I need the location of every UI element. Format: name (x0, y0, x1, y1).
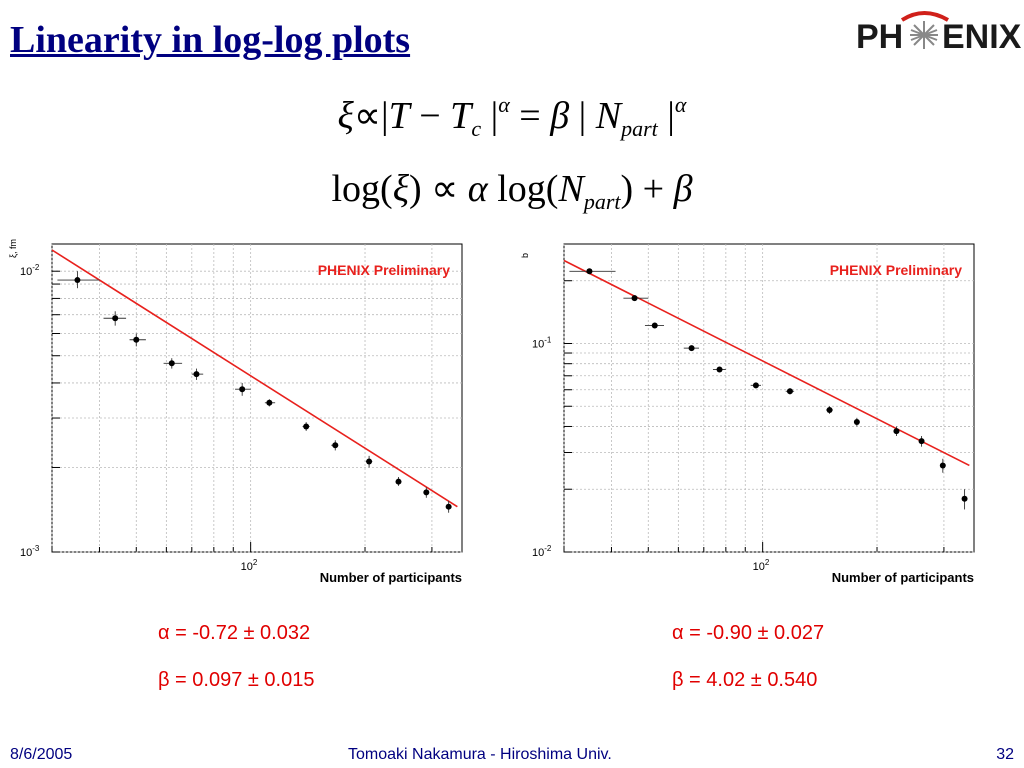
data-marker (266, 399, 273, 406)
x-tick-label: 102 (753, 558, 770, 573)
data-point (395, 476, 402, 486)
data-marker (239, 386, 246, 393)
slide-title: Linearity in log-log plots (10, 19, 411, 61)
data-marker (716, 366, 723, 373)
data-point (331, 440, 339, 451)
data-point (423, 487, 430, 498)
footer-page-number: 32 (996, 746, 1014, 763)
data-marker (853, 419, 860, 426)
data-marker (961, 495, 968, 502)
data-point (623, 295, 649, 302)
y-tick-label: 10-3 (20, 544, 40, 559)
footer-author: Tomoaki Nakamura - Hiroshima Univ. (348, 746, 612, 763)
data-point (893, 426, 900, 437)
fit-line (563, 259, 970, 467)
data-marker (688, 345, 695, 352)
fit-line (51, 249, 458, 508)
data-marker (752, 382, 759, 389)
data-point (785, 388, 795, 395)
data-marker (423, 489, 430, 496)
data-marker (303, 423, 310, 430)
x-tick-label: 102 (241, 558, 258, 573)
data-marker (631, 295, 638, 302)
logo-arc-icon (900, 11, 950, 22)
data-marker (395, 478, 402, 485)
data-marker (651, 322, 658, 329)
data-point (129, 333, 146, 347)
data-marker (366, 458, 373, 465)
plot-frame (51, 243, 463, 553)
data-point (365, 455, 373, 468)
data-point (853, 417, 860, 427)
data-point (750, 382, 761, 389)
data-marker (74, 277, 81, 284)
fit-beta-right: β = 4.02 ± 0.540 (672, 669, 818, 691)
fit-alpha-right: α = -0.90 ± 0.027 (672, 622, 825, 644)
svg-text:PH: PH (856, 18, 903, 56)
preliminary-annotation: PHENIX Preliminary (318, 262, 450, 278)
data-point (918, 436, 925, 447)
data-point (57, 271, 100, 289)
data-point (103, 311, 127, 326)
x-axis-label: Number of participants (320, 570, 462, 585)
data-marker (133, 336, 140, 343)
data-marker (193, 371, 200, 378)
y-axis-label: ξ, fm (8, 239, 18, 258)
equation-power-law: ξ∝|T − Tc |α = β | Npart |α (337, 92, 687, 141)
data-marker (168, 360, 175, 367)
data-marker (586, 268, 593, 275)
data-marker (918, 438, 925, 445)
data-point (302, 422, 310, 431)
phenix-logo: PH ENIX (856, 11, 1022, 56)
y-tick-label: 10-1 (532, 335, 552, 350)
data-point (826, 406, 833, 414)
equation-log-form: log(ξ) ∝ α log(Npart) + β (331, 168, 693, 214)
data-point (712, 366, 726, 373)
data-point (644, 322, 665, 329)
data-point (961, 489, 968, 510)
data-marker (445, 503, 452, 510)
data-point (569, 268, 616, 275)
plot-xi-vs-npart: 102 10-2 10-3 Number of participants ξ, fm PH… (8, 239, 463, 585)
data-marker (112, 315, 119, 322)
fit-alpha-left: α = -0.72 ± 0.032 (158, 622, 311, 644)
plot-b-vs-npart: 102 10-1 10-2 Number of participants b PHENIX… (520, 243, 975, 585)
data-marker (786, 388, 793, 395)
data-point (235, 382, 251, 396)
fit-beta-left: β = 0.097 ± 0.015 (158, 669, 315, 691)
data-marker (939, 462, 946, 469)
data-marker (893, 428, 900, 435)
svg-text:ENIX: ENIX (942, 18, 1022, 56)
data-point (939, 458, 946, 473)
sunburst-icon (910, 21, 938, 49)
data-point (191, 368, 204, 380)
preliminary-annotation: PHENIX Preliminary (830, 262, 962, 278)
y-tick-label: 10-2 (20, 263, 40, 278)
data-point (264, 399, 276, 407)
plot-frame (563, 243, 975, 553)
data-point (163, 358, 183, 369)
data-marker (332, 442, 339, 449)
footer-date: 8/6/2005 (10, 746, 73, 763)
y-axis-label: b (520, 253, 530, 258)
data-point (445, 500, 452, 513)
y-tick-label: 10-2 (532, 544, 552, 559)
data-point (683, 345, 700, 352)
data-marker (826, 406, 833, 413)
x-axis-label: Number of participants (832, 570, 974, 585)
